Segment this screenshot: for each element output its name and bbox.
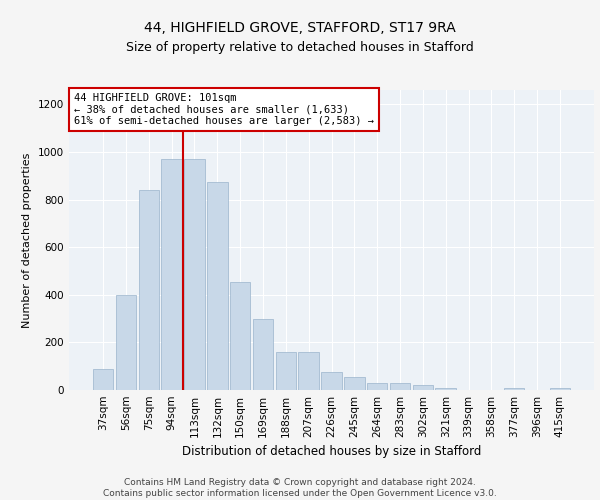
Bar xyxy=(298,352,319,390)
Bar xyxy=(207,182,227,390)
Text: Size of property relative to detached houses in Stafford: Size of property relative to detached ho… xyxy=(126,41,474,54)
Text: Contains HM Land Registry data © Crown copyright and database right 2024.
Contai: Contains HM Land Registry data © Crown c… xyxy=(103,478,497,498)
Bar xyxy=(93,368,113,390)
Bar xyxy=(436,388,456,390)
Bar xyxy=(413,385,433,390)
Bar xyxy=(550,388,570,390)
Bar xyxy=(504,388,524,390)
Bar xyxy=(321,372,342,390)
Bar xyxy=(367,383,388,390)
Bar xyxy=(116,295,136,390)
X-axis label: Distribution of detached houses by size in Stafford: Distribution of detached houses by size … xyxy=(182,446,481,458)
Bar xyxy=(253,318,273,390)
Bar xyxy=(161,159,182,390)
Bar xyxy=(275,352,296,390)
Bar xyxy=(230,282,250,390)
Text: 44, HIGHFIELD GROVE, STAFFORD, ST17 9RA: 44, HIGHFIELD GROVE, STAFFORD, ST17 9RA xyxy=(144,20,456,34)
Y-axis label: Number of detached properties: Number of detached properties xyxy=(22,152,32,328)
Text: 44 HIGHFIELD GROVE: 101sqm
← 38% of detached houses are smaller (1,633)
61% of s: 44 HIGHFIELD GROVE: 101sqm ← 38% of deta… xyxy=(74,93,374,126)
Bar xyxy=(390,383,410,390)
Bar xyxy=(184,159,205,390)
Bar xyxy=(139,190,159,390)
Bar xyxy=(344,377,365,390)
